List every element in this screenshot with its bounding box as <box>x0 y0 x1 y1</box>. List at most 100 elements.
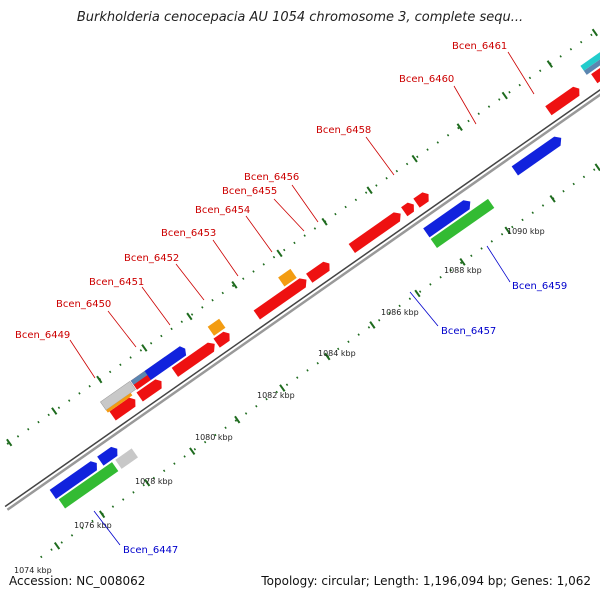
feature-reverse-cds[interactable] <box>511 134 565 176</box>
tick-mark <box>369 321 376 329</box>
feature-rrna[interactable] <box>58 462 119 509</box>
leader-line <box>365 136 395 176</box>
tick-mark <box>459 258 466 266</box>
feature-forward-cds[interactable] <box>213 329 232 348</box>
gene-label-forward[interactable]: Bcen_6453 <box>161 228 216 239</box>
gene-label-forward[interactable]: Bcen_6451 <box>89 277 144 288</box>
guide-row-inner <box>40 120 600 559</box>
feature-forward-cds[interactable] <box>348 210 404 253</box>
map-title: Burkholderia cenocepacia AU 1054 chromos… <box>76 10 524 25</box>
gene-label-forward[interactable]: Bcen_6460 <box>399 74 454 85</box>
forward-gene-labels: Bcen_6449 Bcen_6450 Bcen_6451 Bcen_6452 … <box>15 41 535 379</box>
tick-label: 1084 kbp <box>318 349 356 358</box>
tick-labels: 1074 kbp 1076 kbp 1078 kbp 1080 kbp 1082… <box>14 227 545 575</box>
tick-mark <box>321 217 328 226</box>
gene-label-reverse[interactable]: Bcen_6459 <box>512 281 567 292</box>
tick-mark <box>504 226 511 235</box>
accession-label: Accession: NC_008062 <box>9 574 146 588</box>
feature-trna[interactable] <box>207 318 226 336</box>
feature-forward-cds[interactable] <box>253 276 310 320</box>
tick-mark <box>501 91 508 100</box>
forward-strand-row-2 <box>100 26 600 413</box>
feature-steel[interactable] <box>583 31 600 75</box>
gene-label-forward[interactable]: Bcen_6452 <box>124 253 179 264</box>
gene-label-forward[interactable]: Bcen_6455 <box>222 186 277 197</box>
tick-mark <box>276 249 283 258</box>
tick-mark <box>231 281 238 289</box>
feature-trna[interactable] <box>278 268 297 287</box>
feature-forward-cds[interactable] <box>413 190 432 208</box>
tick-mark <box>411 154 418 163</box>
tick-mark <box>594 163 600 172</box>
tick-mark <box>6 438 13 447</box>
reverse-gene-labels: Bcen_6447 Bcen_6457 Bcen_6459 <box>93 245 567 556</box>
tick-label: 1088 kbp <box>444 266 482 275</box>
leader-line <box>107 310 137 348</box>
gene-label-reverse[interactable]: Bcen_6447 <box>123 545 178 556</box>
feature-reverse-cds[interactable] <box>49 459 101 499</box>
tick-mark <box>591 28 598 37</box>
tick-label: 1076 kbp <box>74 521 112 530</box>
tick-label: 1086 kbp <box>381 308 419 317</box>
tick-label: 1090 kbp <box>507 227 545 236</box>
tick-mark <box>549 194 556 203</box>
leader-line <box>175 263 205 301</box>
tick-mark <box>141 344 148 352</box>
tick-mark <box>51 407 58 415</box>
backbone-line-lower <box>6 72 600 511</box>
feature-cyan[interactable] <box>580 26 600 71</box>
tick-mark <box>546 60 553 68</box>
guide-row-outer <box>0 28 600 467</box>
leader-line <box>273 198 305 232</box>
leader-line <box>93 510 121 546</box>
tick-mark <box>144 478 151 487</box>
leader-line <box>453 85 477 125</box>
leader-line <box>212 239 239 277</box>
summary-label: Topology: circular; Length: 1,196,094 bp… <box>261 574 591 588</box>
tick-label: 1082 kbp <box>257 391 295 400</box>
feature-reverse-cds[interactable] <box>97 445 121 466</box>
tick-marks <box>6 28 600 550</box>
reverse-strand-row-2 <box>58 198 495 509</box>
feature-forward-cds[interactable] <box>171 340 218 377</box>
feature-forward-cds[interactable] <box>545 85 582 116</box>
feature-other[interactable] <box>115 448 138 469</box>
tick-mark <box>189 447 196 456</box>
leader-line <box>69 339 96 379</box>
leader-line <box>486 245 511 283</box>
tick-label: 1074 kbp <box>14 566 52 575</box>
feature-reverse-cds[interactable] <box>144 345 189 380</box>
reverse-strand-row-1 <box>49 134 565 499</box>
tick-mark <box>366 186 373 195</box>
gene-label-forward[interactable]: Bcen_6456 <box>244 172 299 183</box>
leader-line <box>291 184 319 223</box>
gene-label-reverse[interactable]: Bcen_6457 <box>441 326 496 337</box>
feature-forward-cds[interactable] <box>306 259 333 283</box>
tick-mark <box>456 123 463 131</box>
feature-rrna[interactable] <box>430 198 495 249</box>
feature-forward-cds[interactable] <box>401 200 417 217</box>
tick-mark <box>96 375 103 384</box>
tick-label: 1078 kbp <box>135 477 173 486</box>
gene-label-forward[interactable]: Bcen_6450 <box>56 299 111 310</box>
forward-strand-row-1 <box>109 34 600 421</box>
gene-label-forward[interactable]: Bcen_6454 <box>195 205 250 216</box>
gene-label-forward[interactable]: Bcen_6449 <box>15 330 70 341</box>
leader-line <box>409 291 439 327</box>
tick-mark <box>53 541 61 550</box>
leader-line <box>141 286 171 326</box>
leader-line <box>245 215 273 253</box>
tick-mark <box>324 352 331 361</box>
backbone-line-upper <box>4 69 600 508</box>
tick-mark <box>414 289 421 298</box>
tick-mark <box>279 384 286 392</box>
feature-trna[interactable] <box>106 392 133 413</box>
tick-mark <box>186 312 193 321</box>
gene-label-forward[interactable]: Bcen_6458 <box>316 125 371 136</box>
gene-label-forward[interactable]: Bcen_6461 <box>452 41 507 52</box>
leader-line <box>507 51 535 95</box>
tick-mark <box>234 415 241 424</box>
feature-forward-cds[interactable] <box>109 395 138 421</box>
feature-forward-cds[interactable] <box>136 377 164 402</box>
feature-reverse-cds[interactable] <box>423 197 474 238</box>
